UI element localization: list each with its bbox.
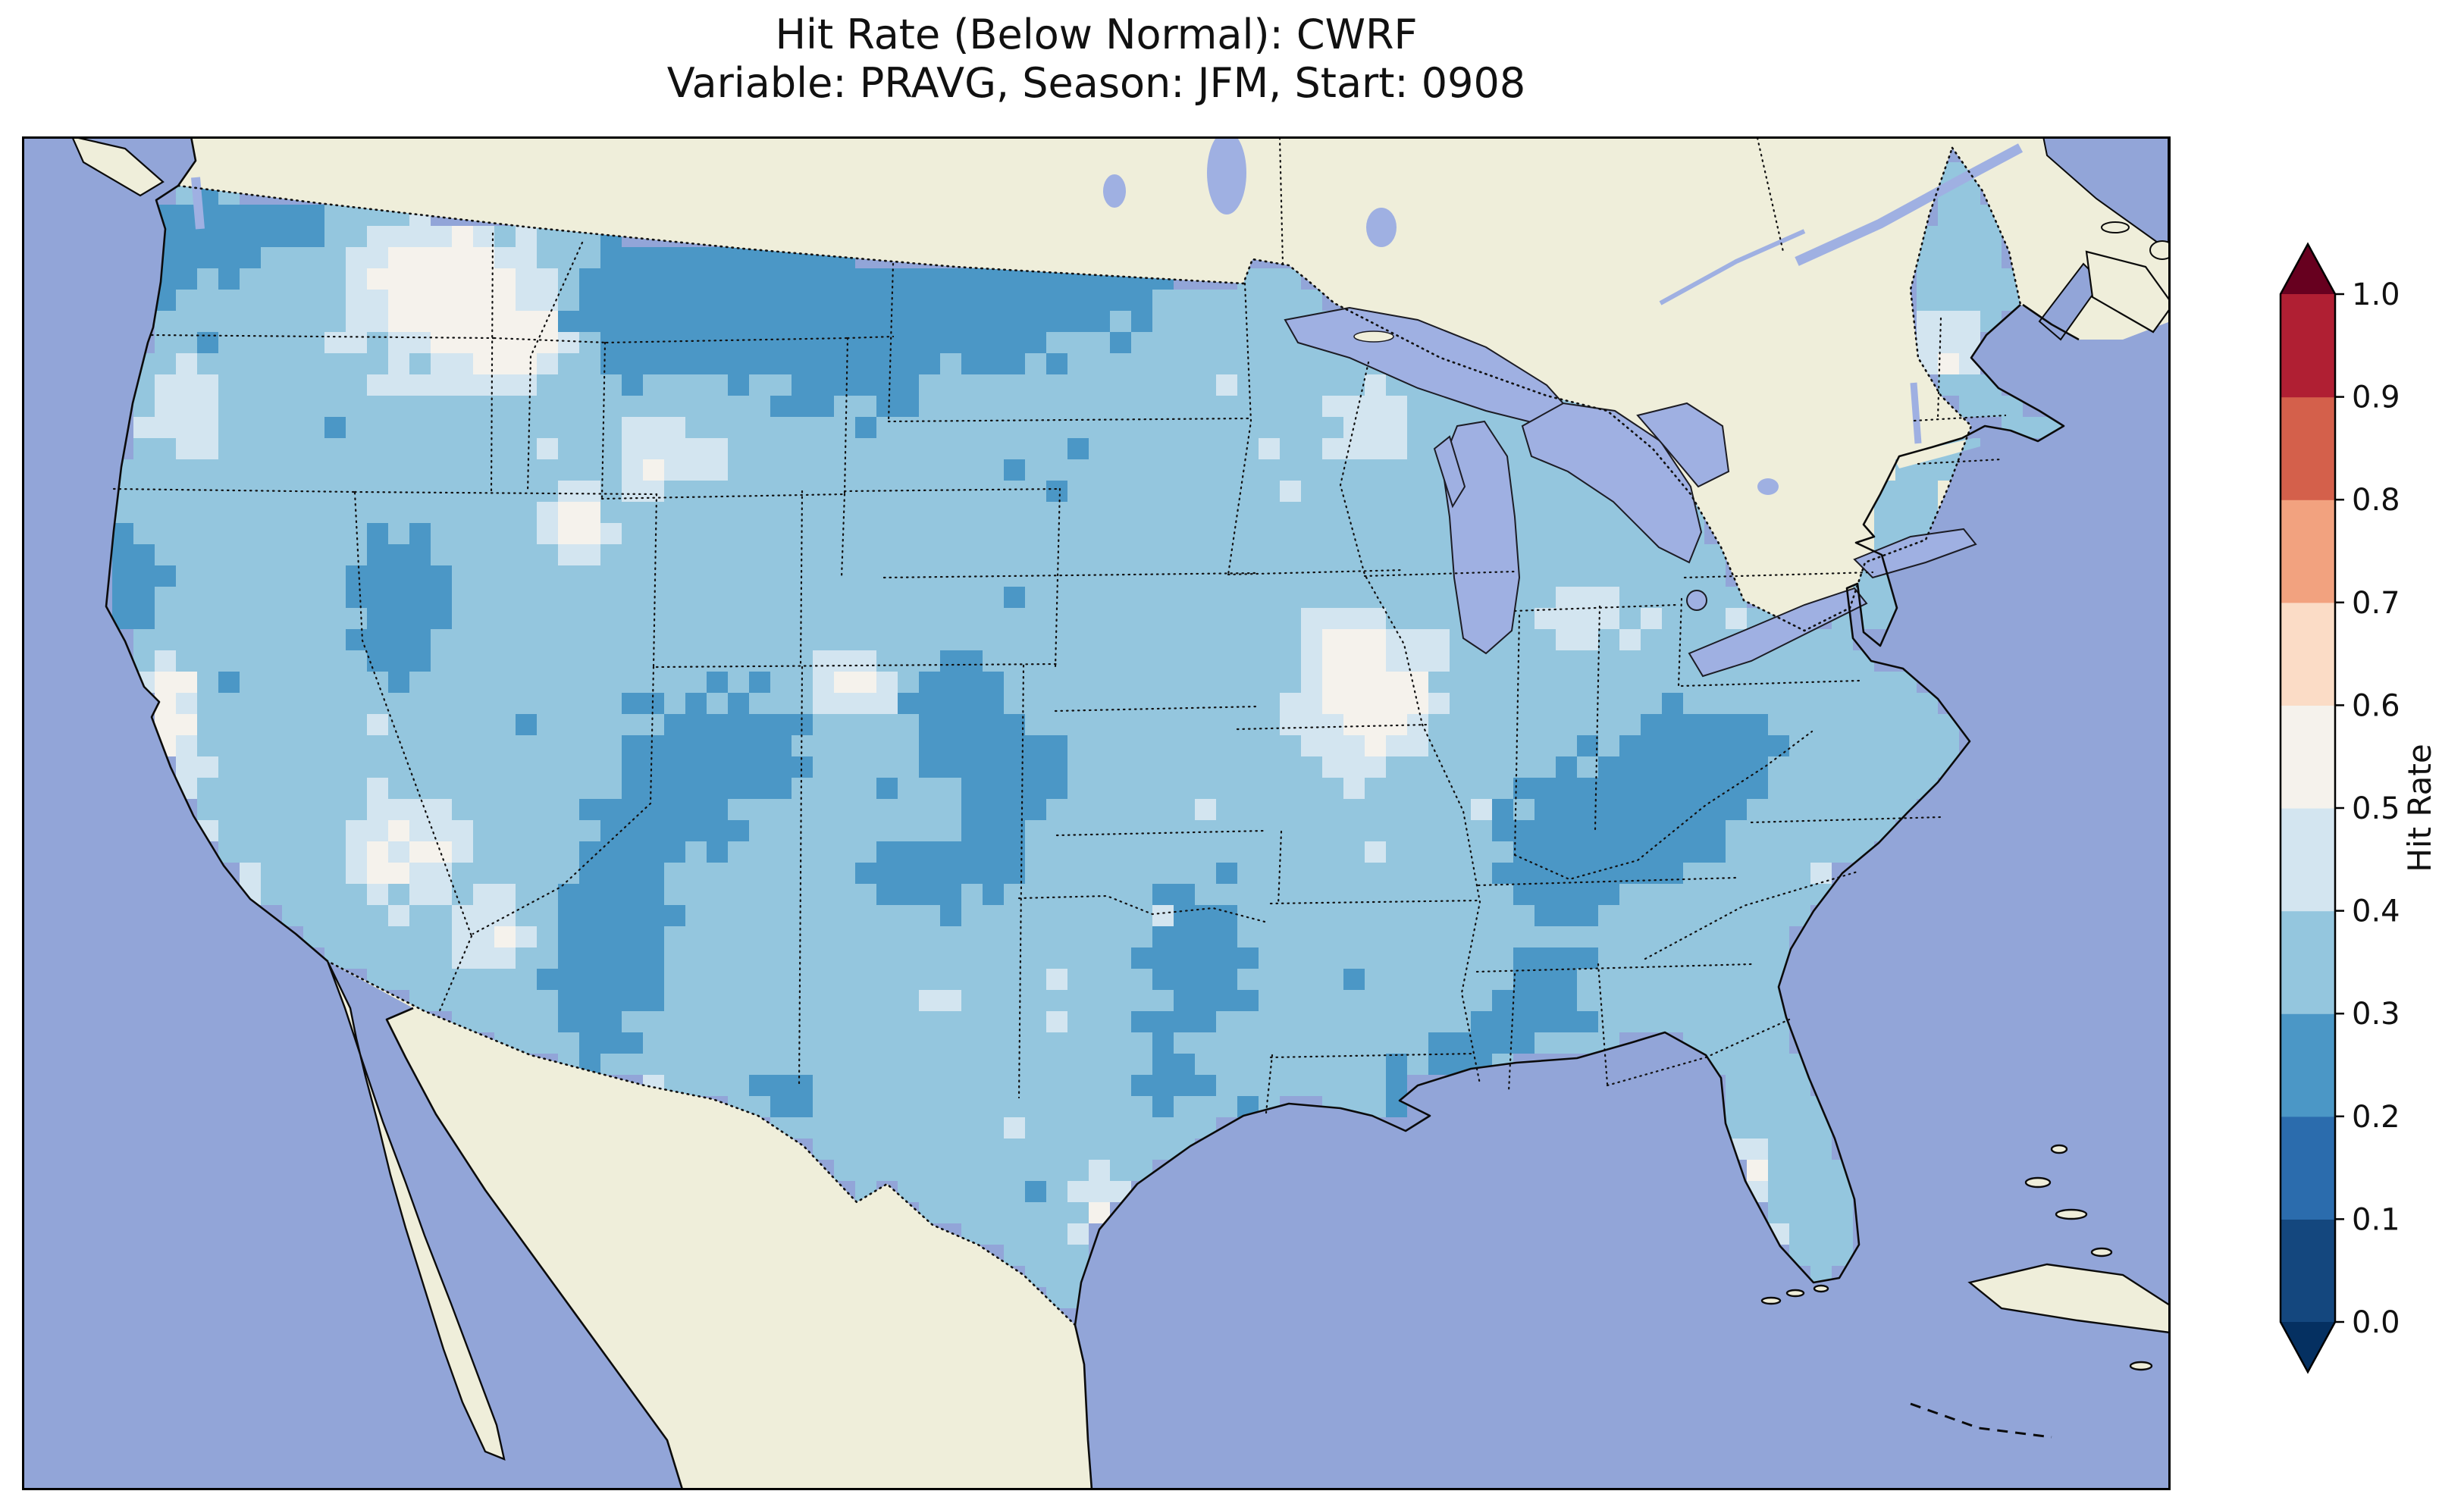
isle-royale xyxy=(1353,330,1394,343)
svg-text:0.7: 0.7 xyxy=(2352,586,2400,621)
colorbar-label: Hit Rate xyxy=(2401,744,2438,872)
svg-text:0.4: 0.4 xyxy=(2352,894,2400,929)
title-line-1: Hit Rate (Below Normal): CWRF xyxy=(775,11,1418,58)
map-frame xyxy=(22,136,2171,1490)
svg-text:0.1: 0.1 xyxy=(2352,1202,2400,1237)
svg-text:0.6: 0.6 xyxy=(2352,688,2400,723)
coastlines xyxy=(105,136,2080,1490)
state-borders xyxy=(112,136,2007,1114)
svg-text:0.8: 0.8 xyxy=(2352,483,2400,518)
st-lawrence-river xyxy=(1795,143,2024,266)
baja-peninsula xyxy=(326,960,506,1461)
canada-lakes-rivers xyxy=(191,136,2024,495)
hit-rate-grid xyxy=(112,162,2064,1308)
us-hit-rate-map xyxy=(22,136,2171,1490)
svg-text:1.0: 1.0 xyxy=(2352,277,2400,312)
foreign-land xyxy=(71,136,2168,1490)
svg-text:0.0: 0.0 xyxy=(2352,1305,2400,1340)
colorbar-extend-over xyxy=(2281,244,2335,294)
bahamas-dash xyxy=(1910,1402,2052,1439)
lake-champlain xyxy=(1910,382,1922,444)
svg-text:0.3: 0.3 xyxy=(2352,997,2400,1032)
ottawa-river xyxy=(1659,229,1806,305)
international-borders xyxy=(177,146,2022,1326)
great-lakes xyxy=(1284,306,1977,678)
nova-scotia xyxy=(2085,250,2171,334)
svg-text:0.9: 0.9 xyxy=(2352,381,2400,415)
title-line-2: Variable: PRAVG, Season: JFM, Start: 090… xyxy=(666,58,1526,107)
colorbar-extend-under xyxy=(2281,1322,2335,1372)
svg-text:0.5: 0.5 xyxy=(2352,791,2400,826)
vancouver-island xyxy=(71,136,165,197)
florida-keys xyxy=(1785,1289,1805,1298)
svg-text:0.2: 0.2 xyxy=(2352,1100,2400,1135)
puget-sound xyxy=(191,177,205,230)
figure-title: Hit Rate (Below Normal): CWRF Variable: … xyxy=(0,11,2193,107)
colorbar-segments xyxy=(2281,244,2335,1372)
islands xyxy=(1760,1144,2171,1371)
colorbar: 0.0 0.1 0.2 0.3 0.4 0.5 0.6 0.7 0.8 0.9 1.0 Hit Rat… xyxy=(2279,242,2438,1374)
colorbar-ticks: 0.0 0.1 0.2 0.3 0.4 0.5 0.6 0.7 0.8 0.9 1.0 xyxy=(2335,277,2400,1340)
